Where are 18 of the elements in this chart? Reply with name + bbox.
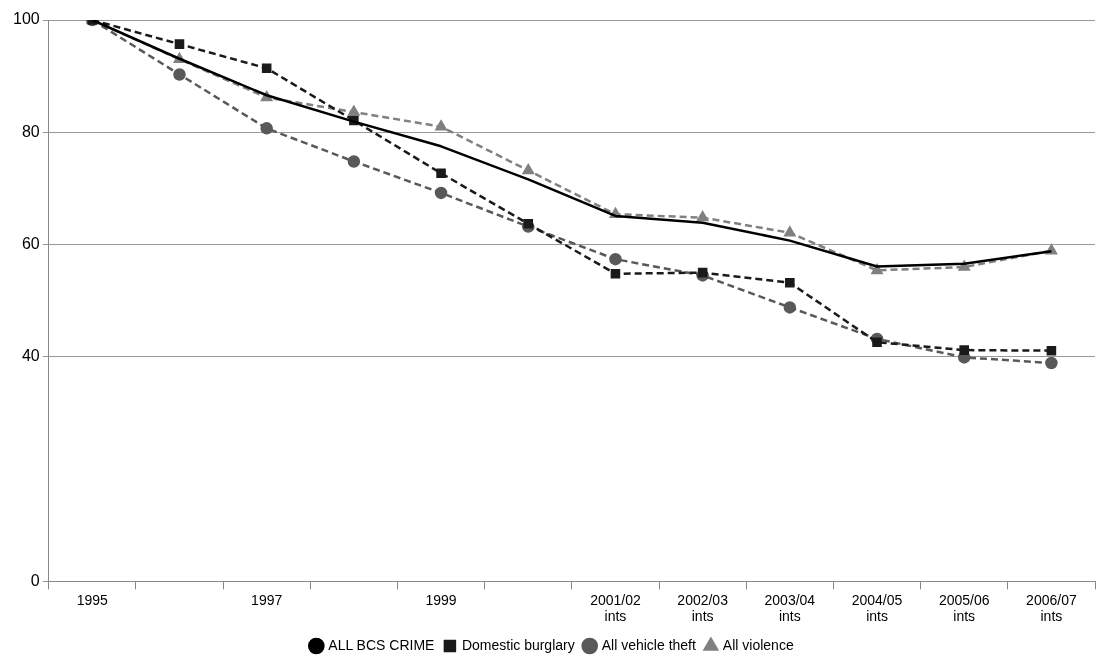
y-tick-label: 40 [21,347,40,365]
x-tick-label: 2005/06 ints [938,591,990,625]
x-tick-label: 2002/03 ints [677,591,729,625]
y-tick-label: 60 [21,234,40,252]
legend-label: Domestic burglary [461,636,575,653]
x-tick-label: 1999 [425,591,457,608]
legend-label: All vehicle theft [601,636,696,653]
legend-label: All violence [722,636,794,653]
x-tick-label: 2006/07 ints [1026,591,1077,625]
y-tick-label: 100 [12,10,40,28]
x-tick-label: 2003/04 ints [764,591,816,625]
y-tick-label: 80 [21,122,40,140]
x-tick-label: 2001/02 ints [590,591,641,625]
legend-label: ALL BCS CRIME [328,636,435,653]
x-tick-label: 1997 [251,591,283,608]
y-tick-label: 0 [30,571,40,589]
x-tick-label: 2004/05 ints [851,591,903,625]
x-tick-label: 1995 [76,591,109,608]
